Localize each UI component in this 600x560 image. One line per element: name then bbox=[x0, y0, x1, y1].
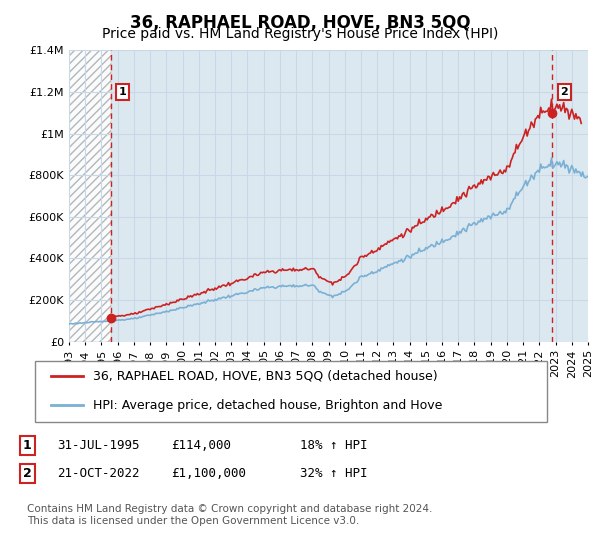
Text: 36, RAPHAEL ROAD, HOVE, BN3 5QQ: 36, RAPHAEL ROAD, HOVE, BN3 5QQ bbox=[130, 14, 470, 32]
Text: 1: 1 bbox=[119, 87, 127, 97]
FancyBboxPatch shape bbox=[35, 361, 547, 422]
Text: 18% ↑ HPI: 18% ↑ HPI bbox=[300, 438, 367, 452]
Text: 1: 1 bbox=[23, 438, 31, 452]
Text: Price paid vs. HM Land Registry's House Price Index (HPI): Price paid vs. HM Land Registry's House … bbox=[102, 27, 498, 41]
Text: 32% ↑ HPI: 32% ↑ HPI bbox=[300, 466, 367, 480]
Bar bbox=[69, 50, 111, 342]
Text: £1,100,000: £1,100,000 bbox=[171, 466, 246, 480]
Text: HPI: Average price, detached house, Brighton and Hove: HPI: Average price, detached house, Brig… bbox=[94, 399, 443, 412]
Text: £114,000: £114,000 bbox=[171, 438, 231, 452]
Text: 31-JUL-1995: 31-JUL-1995 bbox=[57, 438, 139, 452]
Text: 36, RAPHAEL ROAD, HOVE, BN3 5QQ (detached house): 36, RAPHAEL ROAD, HOVE, BN3 5QQ (detache… bbox=[94, 369, 438, 382]
Text: Contains HM Land Registry data © Crown copyright and database right 2024.
This d: Contains HM Land Registry data © Crown c… bbox=[27, 504, 433, 526]
Text: 2: 2 bbox=[23, 466, 31, 480]
Text: 21-OCT-2022: 21-OCT-2022 bbox=[57, 466, 139, 480]
Text: 2: 2 bbox=[560, 87, 568, 97]
